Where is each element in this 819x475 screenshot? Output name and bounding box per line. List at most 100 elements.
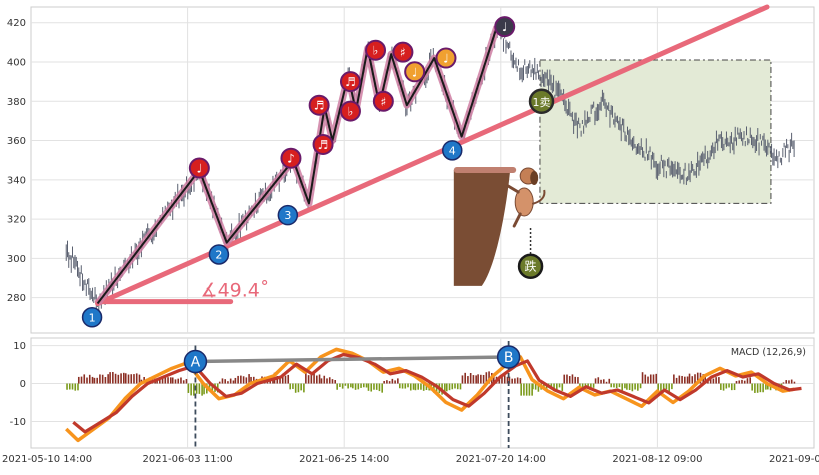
macd-histogram-bar bbox=[404, 383, 407, 389]
target-zone bbox=[539, 59, 772, 204]
macd-histogram-bar bbox=[287, 374, 290, 384]
macd-histogram-bar bbox=[124, 373, 127, 384]
macd-histogram-bar bbox=[782, 382, 785, 384]
note-badge-glyph: ♬ bbox=[345, 75, 356, 89]
macd-histogram-bar bbox=[531, 383, 533, 396]
macd-histogram-bar bbox=[712, 378, 715, 384]
macd-histogram-bar bbox=[310, 374, 313, 384]
macd-histogram-bar bbox=[370, 383, 373, 392]
character-tail bbox=[531, 189, 546, 205]
macd-histogram-bar bbox=[323, 375, 326, 384]
macd-histogram-bar bbox=[420, 383, 422, 390]
macd-histogram-bar bbox=[459, 383, 462, 390]
macd-histogram-bar bbox=[375, 383, 378, 390]
sell-badge bbox=[528, 88, 555, 115]
macd-histogram-bar bbox=[756, 383, 759, 393]
macd-histogram-bar bbox=[245, 377, 248, 384]
character-ear bbox=[530, 171, 539, 185]
macd-histogram-bar bbox=[394, 380, 396, 384]
macd-histogram-bar bbox=[655, 373, 658, 384]
macd-histogram-bar bbox=[250, 376, 252, 384]
note-badge bbox=[339, 71, 361, 93]
macd-histogram-bar bbox=[74, 383, 77, 391]
macd-histogram-bar bbox=[77, 383, 79, 391]
macd-histogram-bar bbox=[696, 372, 699, 384]
macd-histogram-bar bbox=[523, 383, 525, 396]
macd-histogram-bar bbox=[336, 383, 338, 390]
macd-histogram-bar bbox=[354, 383, 357, 390]
macd-histogram-bar bbox=[378, 383, 381, 392]
x-tick-label: 2021-05-10 14:00 bbox=[2, 454, 92, 465]
macd-histogram-bar bbox=[558, 383, 561, 388]
macd-histogram-bar bbox=[445, 383, 448, 392]
macd-histogram-bar bbox=[123, 372, 125, 384]
macd-histogram-bar bbox=[605, 381, 608, 384]
macd-histogram-bar bbox=[71, 383, 74, 390]
macd-histogram-bar bbox=[634, 383, 636, 390]
macd-histogram-bar bbox=[722, 383, 725, 391]
macd-histogram-bar bbox=[109, 372, 111, 384]
macd-histogram-bar bbox=[334, 380, 337, 384]
macd-histogram-bar bbox=[751, 383, 753, 391]
macd-histogram-bar bbox=[350, 383, 352, 388]
macd-histogram-bar bbox=[224, 379, 227, 384]
macd-histogram-bar bbox=[177, 378, 180, 384]
macd-histogram-bar bbox=[414, 383, 417, 391]
price-tick-label: 320 bbox=[7, 215, 26, 226]
macd-histogram-bar bbox=[292, 383, 294, 389]
wave-number-badge bbox=[81, 307, 103, 328]
note-badge bbox=[392, 41, 414, 63]
macd-histogram-bar bbox=[461, 375, 464, 384]
note-badge-glyph: ♩ bbox=[502, 20, 508, 34]
character-figure bbox=[506, 167, 546, 228]
note-badge bbox=[339, 100, 361, 122]
macd-histogram-bar bbox=[472, 375, 475, 384]
macd-histogram-bar bbox=[684, 376, 686, 384]
macd-histogram-bar bbox=[577, 377, 579, 384]
macd-histogram-bar bbox=[218, 381, 221, 384]
macd-histogram-bar bbox=[709, 378, 712, 384]
x-tick-label: 2021-06-25 14:00 bbox=[299, 454, 389, 465]
character-body bbox=[514, 187, 534, 217]
macd-histogram-bar bbox=[520, 383, 522, 396]
macd-histogram-bar bbox=[615, 383, 618, 389]
macd-histogram-bar bbox=[579, 383, 581, 388]
macd-histogram-bar bbox=[528, 383, 531, 396]
macd-histogram-bar bbox=[793, 381, 796, 384]
macd-histogram-bar bbox=[164, 376, 167, 384]
x-tick-label: 2021-08-12 09:00 bbox=[612, 454, 702, 465]
macd-histogram-bar bbox=[422, 383, 425, 391]
macd-histogram-bar bbox=[66, 383, 68, 390]
macd-histogram-bar bbox=[133, 374, 135, 384]
macd-histogram-bar bbox=[289, 383, 291, 390]
macd-histogram-bar bbox=[754, 383, 756, 393]
macd-histogram-bar bbox=[532, 383, 534, 390]
note-badge-glyph: ♭ bbox=[373, 44, 379, 58]
macd-histogram-bar bbox=[180, 377, 182, 384]
macd-histogram-bar bbox=[743, 380, 746, 384]
macd-histogram-bar bbox=[649, 374, 652, 384]
macd-histogram-bar bbox=[704, 375, 706, 384]
macd-histogram-bar bbox=[516, 377, 519, 384]
macd-histogram-bar bbox=[637, 383, 639, 391]
macd-histogram-bar bbox=[227, 381, 229, 384]
macd-histogram-bar bbox=[590, 383, 592, 389]
macd-histogram-bar bbox=[182, 380, 185, 384]
macd-histogram-bar bbox=[662, 383, 665, 389]
macd-histogram-bar bbox=[534, 383, 537, 390]
macd-histogram-bar bbox=[409, 383, 412, 391]
macd-histogram-bar bbox=[279, 376, 281, 384]
cliff-edge bbox=[453, 167, 517, 173]
macd-histogram-bar bbox=[485, 372, 488, 384]
macd-histogram-bar bbox=[492, 376, 495, 384]
price-tick-label: 340 bbox=[7, 175, 26, 186]
macd-histogram-bar bbox=[167, 377, 169, 384]
macd-histogram-bar bbox=[657, 383, 659, 393]
macd-histogram-bar bbox=[477, 374, 479, 384]
macd-histogram-bar bbox=[83, 374, 86, 384]
note-badge bbox=[494, 16, 516, 38]
macd-histogram-bar bbox=[738, 380, 741, 384]
macd-histogram-bar bbox=[68, 383, 71, 390]
macd-histogram-bar bbox=[600, 379, 602, 384]
fall-badge bbox=[517, 253, 544, 279]
